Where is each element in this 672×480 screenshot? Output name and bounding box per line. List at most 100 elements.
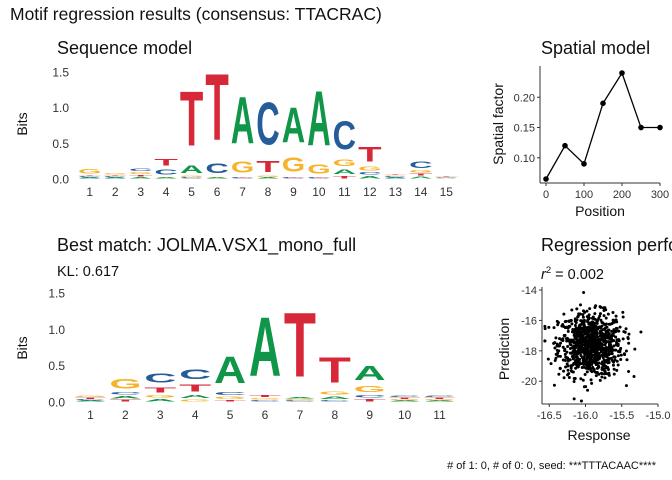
logo-letter-t: T [284, 293, 316, 396]
scatter-point [604, 316, 608, 320]
scatter-point [614, 314, 618, 318]
scatter-point [585, 309, 589, 313]
x-tick-label: -16.5 [537, 410, 562, 422]
scatter-point [586, 325, 590, 329]
scatter-point [562, 312, 566, 316]
logo-letter-t: T [307, 176, 331, 177]
spatial-point [638, 124, 644, 131]
scatter-point [613, 358, 617, 362]
scatter-point [583, 341, 587, 345]
x-tick-label: 12 [363, 185, 377, 199]
x-tick-label: 1 [86, 185, 93, 199]
scatter-point [618, 325, 622, 329]
scatter-point [591, 365, 595, 369]
spatial-model-plot: 0.10 0.15 0.20 0 100 200 300 [514, 66, 669, 201]
x-tick-label: 200 [613, 189, 631, 201]
scatter-point [589, 369, 593, 373]
sequence-model-logo: ACTGACTGATGCAGCTCGATAGCTCTGAAGTCCTGACTGA… [78, 54, 459, 179]
scatter-point [588, 336, 592, 340]
x-tick-label: -15.5 [609, 410, 634, 422]
logo-letter-t: T [319, 350, 351, 391]
scatter-point [554, 352, 558, 356]
scatter-point [574, 331, 578, 335]
best-match-title: Best match: JOLMA.VSX1_mono_full [57, 235, 356, 256]
x-tick-label: 15 [440, 185, 454, 199]
scatter-point [590, 345, 594, 349]
x-tick-label: 10 [398, 408, 412, 422]
logo-letter-g: G [214, 396, 246, 400]
scatter-point [614, 318, 618, 322]
scatter-point [606, 372, 610, 376]
scatter-point [600, 320, 604, 324]
scatter-point [607, 332, 611, 336]
logo-letter-a: A [231, 84, 254, 159]
scatter-point [589, 358, 593, 362]
scatter-point [602, 348, 606, 352]
scatter-point [573, 323, 577, 327]
scatter-point [566, 326, 570, 330]
logo-letter-t: T [423, 398, 456, 399]
scatter-point [593, 312, 597, 316]
best-match-subtitle: KL: 0.617 [57, 264, 119, 280]
scatter-point [569, 364, 573, 368]
scatter-point [543, 339, 547, 343]
logo-letter-g: G [180, 175, 203, 177]
scatter-point [602, 372, 606, 376]
y-tick-label: 0.0 [52, 173, 69, 187]
logo-letter-a: A [179, 394, 211, 399]
scatter-point [586, 339, 590, 343]
scatter-point [572, 353, 576, 357]
x-tick-label: 7 [239, 185, 246, 199]
logo-letter-c: C [74, 399, 106, 400]
scatter-point [586, 388, 590, 392]
scatter-point [615, 359, 619, 363]
scatter-point [598, 329, 602, 333]
logo-letter-c: C [129, 168, 153, 172]
scatter-point [597, 361, 601, 365]
scatter-point [582, 318, 586, 322]
logo-letter-a: A [129, 177, 152, 179]
sequence-model-y-ticks: 0.0 0.5 1.0 1.5 [52, 66, 69, 187]
scatter-point [565, 350, 569, 354]
scatter-point [581, 315, 585, 319]
logo-letter-g: G [409, 170, 432, 174]
logo-letter-a: A [354, 362, 386, 385]
logo-letter-a: A [384, 178, 407, 179]
scatter-point [592, 349, 596, 353]
logo-letter-c: C [256, 91, 279, 158]
scatter-point [591, 339, 595, 343]
scatter-point [623, 330, 627, 334]
scatter-point [561, 345, 565, 349]
logo-letter-a: A [103, 178, 126, 179]
scatter-point [615, 368, 619, 372]
scatter-point [570, 340, 574, 344]
scatter-point [616, 344, 620, 348]
scatter-point [580, 340, 584, 344]
scatter-point [555, 342, 559, 346]
scatter-point [617, 329, 621, 333]
scatter-point [583, 372, 587, 376]
scatter-point [558, 337, 562, 341]
scatter-point [596, 343, 600, 347]
scatter-point [624, 384, 628, 388]
y-tick-label: 1.0 [52, 101, 69, 115]
scatter-point [633, 347, 637, 351]
scatter-point [578, 312, 582, 316]
scatter-point [614, 335, 618, 339]
scatter-point [606, 361, 610, 365]
spatial-point [619, 70, 625, 76]
scatter-point [618, 350, 622, 354]
spatial-point [562, 142, 568, 149]
sequence-model-title: Sequence model [57, 38, 192, 58]
scatter-point [566, 364, 570, 368]
scatter-point [543, 324, 547, 328]
scatter-point [594, 356, 598, 360]
logo-letter-t: T [180, 76, 203, 162]
logo-letter-c: C [205, 161, 228, 177]
scatter-point [588, 307, 592, 311]
regression-ylabel: Prediction [496, 318, 512, 380]
logo-letter-t: T [74, 398, 107, 399]
logo-letter-t: T [358, 142, 381, 166]
y-tick-label: 1.5 [52, 66, 69, 80]
scatter-point [582, 355, 586, 359]
